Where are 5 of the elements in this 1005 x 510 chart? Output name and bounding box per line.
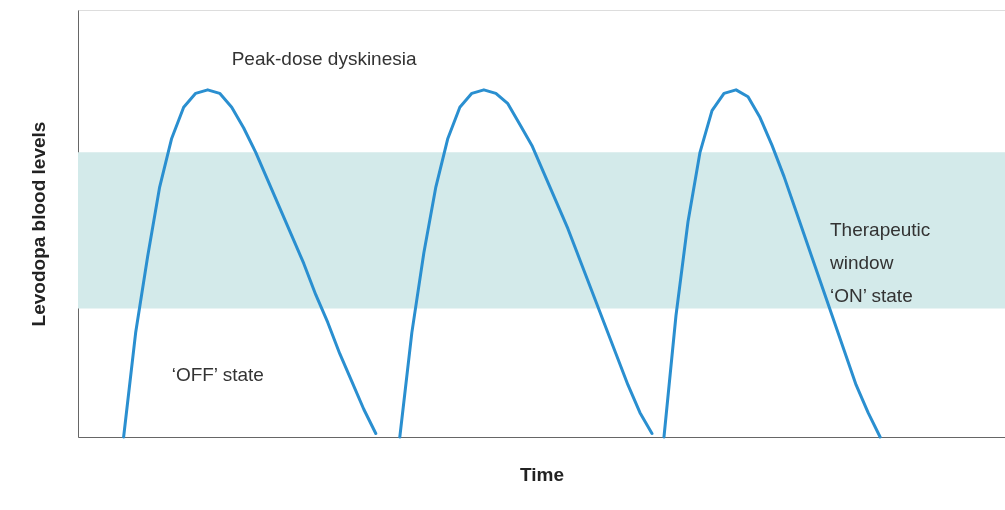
y-axis-title: Levodopa blood levels <box>27 121 49 327</box>
band-label: Therapeutic window ‘ON’ state <box>829 219 931 307</box>
x-axis-title: Time <box>519 463 565 485</box>
annotation: ‘OFF’ state <box>171 363 264 385</box>
text: Peak-dose dyskinesia <box>231 47 417 69</box>
